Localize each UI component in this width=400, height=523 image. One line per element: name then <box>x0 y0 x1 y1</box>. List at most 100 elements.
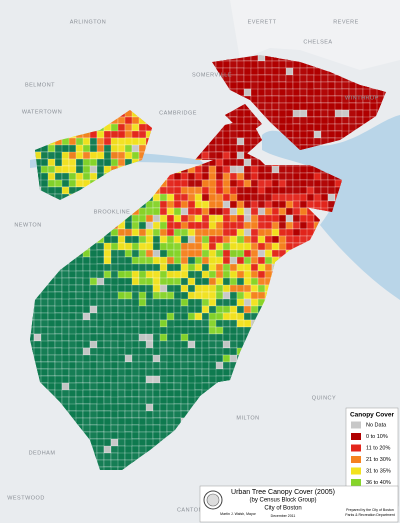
block-group <box>215 361 224 370</box>
block-group <box>152 291 161 300</box>
block-group <box>173 347 182 356</box>
block-group <box>229 60 238 69</box>
block-group <box>152 256 161 265</box>
block-group <box>187 319 196 328</box>
block-group <box>40 368 49 377</box>
block-group <box>61 375 70 384</box>
block-group <box>110 361 119 370</box>
block-group <box>257 249 266 258</box>
block-group <box>250 95 259 104</box>
block-group <box>292 221 301 230</box>
prepared: Prepared by the City of Boston <box>346 508 394 512</box>
block-group <box>187 361 196 370</box>
block-group <box>103 242 112 251</box>
block-group <box>285 130 294 139</box>
block-group <box>159 424 168 433</box>
block-group <box>194 235 203 244</box>
block-group <box>96 144 105 153</box>
block-group <box>187 277 196 286</box>
block-group <box>194 249 203 258</box>
block-group <box>117 291 126 300</box>
block-group <box>180 256 189 265</box>
block-group <box>229 333 238 342</box>
block-group <box>285 109 294 118</box>
block-group <box>75 326 84 335</box>
block-group <box>82 382 91 391</box>
block-group <box>166 214 175 223</box>
block-group <box>96 137 105 146</box>
place-label: CANTON <box>177 507 203 513</box>
block-group <box>103 298 112 307</box>
block-group <box>89 354 98 363</box>
block-group <box>257 165 266 174</box>
block-group <box>271 172 280 181</box>
block-group <box>236 67 245 76</box>
block-group <box>208 144 217 153</box>
block-group <box>215 228 224 237</box>
block-group <box>131 340 140 349</box>
block-group <box>96 319 105 328</box>
block-group <box>180 179 189 188</box>
block-group <box>222 291 231 300</box>
harbor <box>262 115 400 300</box>
block-group <box>306 179 315 188</box>
block-group <box>159 228 168 237</box>
block-group <box>243 214 252 223</box>
block-group <box>285 81 294 90</box>
block-group <box>173 270 182 279</box>
block-group <box>222 354 231 363</box>
block-group <box>110 424 119 433</box>
block-group <box>159 200 168 209</box>
block-group <box>180 354 189 363</box>
block-group <box>208 277 217 286</box>
block-group <box>68 284 77 293</box>
block-group <box>75 361 84 370</box>
block-group <box>40 354 49 363</box>
block-group <box>138 333 147 342</box>
block-group <box>201 228 210 237</box>
block-group <box>159 347 168 356</box>
block-group <box>124 452 133 461</box>
block-group <box>215 284 224 293</box>
block-group <box>47 368 56 377</box>
block-group <box>96 354 105 363</box>
block-group <box>124 228 133 237</box>
block-group <box>215 291 224 300</box>
block-group <box>124 361 133 370</box>
block-group <box>61 165 70 174</box>
block-group <box>180 207 189 216</box>
block-group <box>117 312 126 321</box>
block-group <box>215 263 224 272</box>
block-group <box>47 298 56 307</box>
place-label: WATERTOWN <box>22 109 62 115</box>
block-group <box>236 137 245 146</box>
block-group <box>173 361 182 370</box>
block-group <box>257 186 266 195</box>
block-group <box>222 193 231 202</box>
block-group <box>278 200 287 209</box>
block-group <box>117 459 126 468</box>
block-group <box>145 375 154 384</box>
block-group <box>103 326 112 335</box>
block-group <box>117 242 126 251</box>
block-group <box>166 410 175 419</box>
block-group <box>180 242 189 251</box>
block-group <box>47 179 56 188</box>
block-group <box>250 284 259 293</box>
block-group <box>285 186 294 195</box>
block-group <box>236 221 245 230</box>
block-group <box>257 102 266 111</box>
block-group <box>159 410 168 419</box>
block-group <box>166 221 175 230</box>
block-group <box>278 74 287 83</box>
block-group <box>243 284 252 293</box>
block-group <box>334 95 343 104</box>
block-group <box>89 368 98 377</box>
block-group <box>68 333 77 342</box>
block-group <box>75 284 84 293</box>
block-group <box>243 235 252 244</box>
block-group <box>264 88 273 97</box>
legend-label: No Data <box>366 422 387 428</box>
place-label: SOMERVILLE <box>192 72 232 78</box>
block-group <box>243 207 252 216</box>
